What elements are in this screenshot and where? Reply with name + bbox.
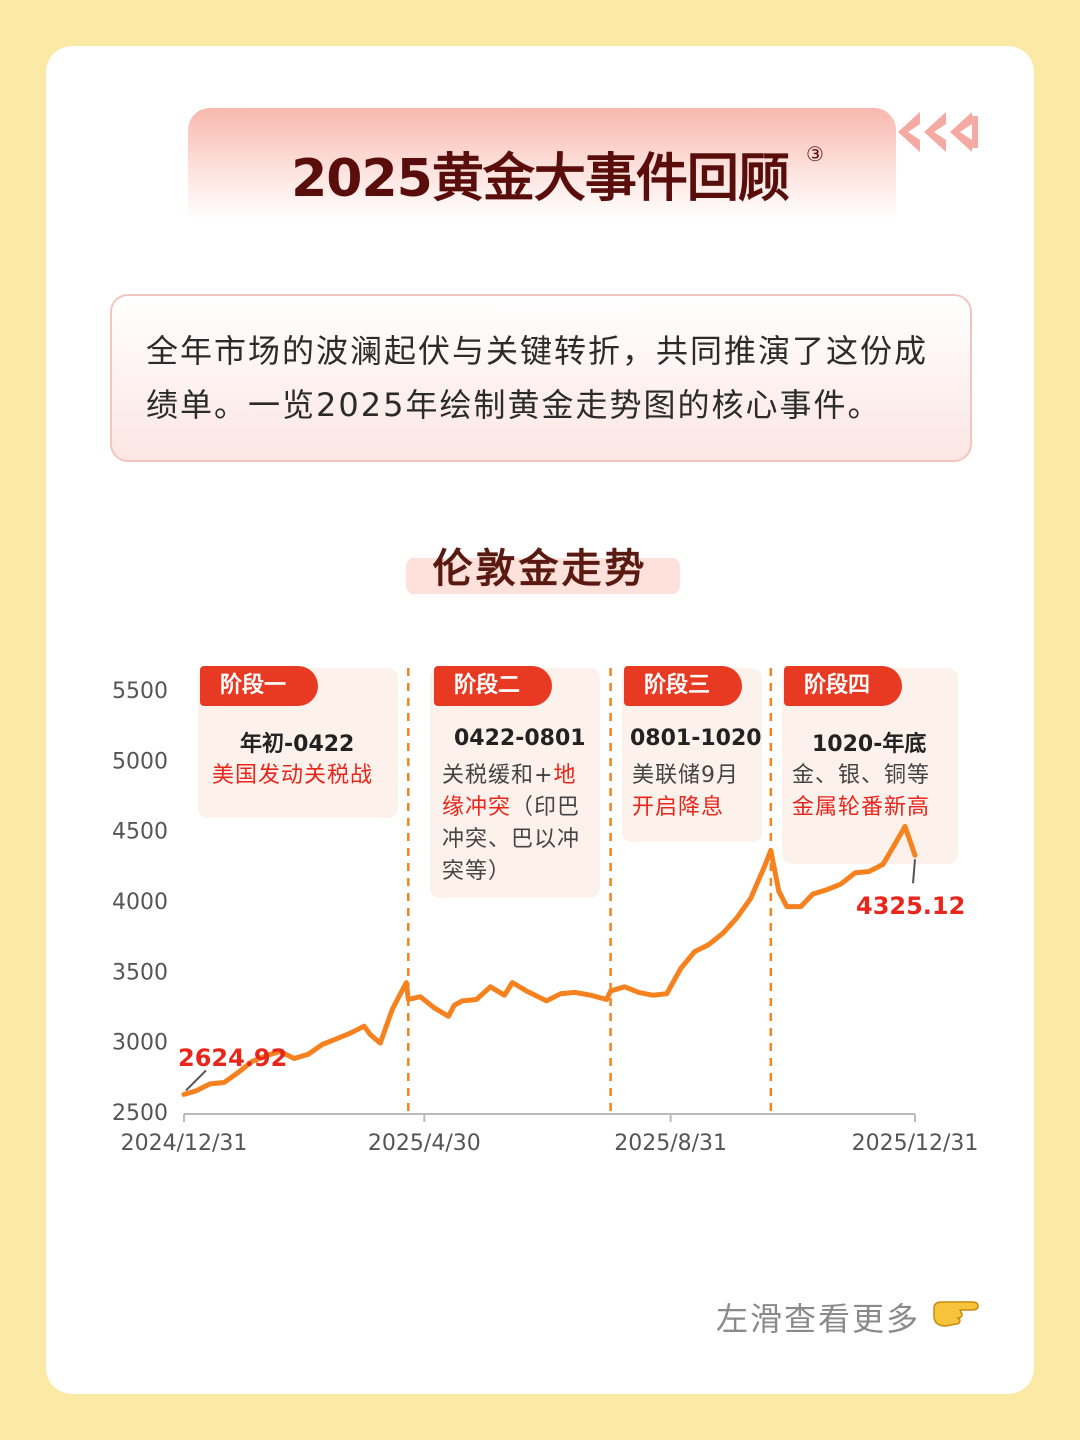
x-tick-label: 2024/12/31 (121, 1131, 248, 1156)
phase-2-range: 0422-0801 (454, 726, 586, 751)
phase-3-desc-plain: 美联储9月 (632, 763, 739, 788)
phase-4-tag: 阶段四 (784, 666, 902, 706)
pointing-hand-icon (933, 1301, 979, 1327)
y-tick-label: 5500 (112, 679, 168, 704)
title-banner (188, 108, 896, 220)
triple-arrow-icon (898, 112, 978, 152)
swipe-hint-text: 左滑查看更多 (716, 1300, 921, 1338)
y-tick-label: 2500 (112, 1101, 168, 1126)
end-price-label: 4325.12 (856, 892, 965, 920)
phase-4-range: 1020-年底 (812, 732, 927, 757)
phase-3-tag: 阶段三 (624, 666, 742, 706)
phase-2-desc: 关税缓和+地缘冲突（印巴冲突、巴以冲突等） (442, 760, 594, 888)
phase-1-range: 年初-0422 (240, 732, 355, 757)
start-label-leader (185, 1069, 207, 1092)
page-number-badge: ③ (806, 142, 824, 166)
phase-2-desc-tail: （印巴冲突、巴以冲突等） (442, 795, 581, 884)
x-tick-label: 2025/4/30 (368, 1131, 481, 1156)
end-label-leader (912, 859, 916, 884)
phase-4-desc-plain: 金、银、铜等 (792, 763, 931, 788)
phase-3-range: 0801-1020 (630, 726, 762, 751)
intro-box: 全年市场的波澜起伏与关键转折，共同推演了这份成绩单。一览2025年绘制黄金走势图… (110, 294, 972, 462)
y-tick-label: 5000 (112, 749, 168, 774)
y-tick-label: 4000 (112, 890, 168, 915)
x-tick-label: 2025/8/31 (614, 1131, 727, 1156)
phase-2-box (430, 668, 600, 898)
phase-4-desc-red: 金属轮番新高 (792, 795, 931, 820)
phase-3-desc-red: 开启降息 (632, 795, 725, 820)
y-tick-label: 3500 (112, 960, 168, 985)
phase-2-desc-red: 地缘冲突 (442, 763, 577, 820)
section-title-highlight (406, 558, 680, 594)
phase-2-tag: 阶段二 (434, 666, 552, 706)
y-tick-label: 4500 (112, 820, 168, 845)
page-title: 2025黄金大事件回顾 (291, 149, 790, 209)
intro-text: 全年市场的波澜起伏与关键转折，共同推演了这份成绩单。一览2025年绘制黄金走势图… (146, 332, 929, 424)
phase-1-tag: 阶段一 (200, 666, 318, 706)
phase-1-desc: 美国发动关税战 (212, 763, 374, 788)
section-title: 伦敦金走势 (432, 546, 648, 592)
gold-price-line (181, 823, 918, 1097)
y-tick-label: 3000 (112, 1031, 168, 1056)
phase-2-desc-plain: 关税缓和+ (442, 763, 554, 788)
x-tick-label: 2025/12/31 (852, 1131, 979, 1156)
start-price-label: 2624.92 (178, 1044, 287, 1072)
